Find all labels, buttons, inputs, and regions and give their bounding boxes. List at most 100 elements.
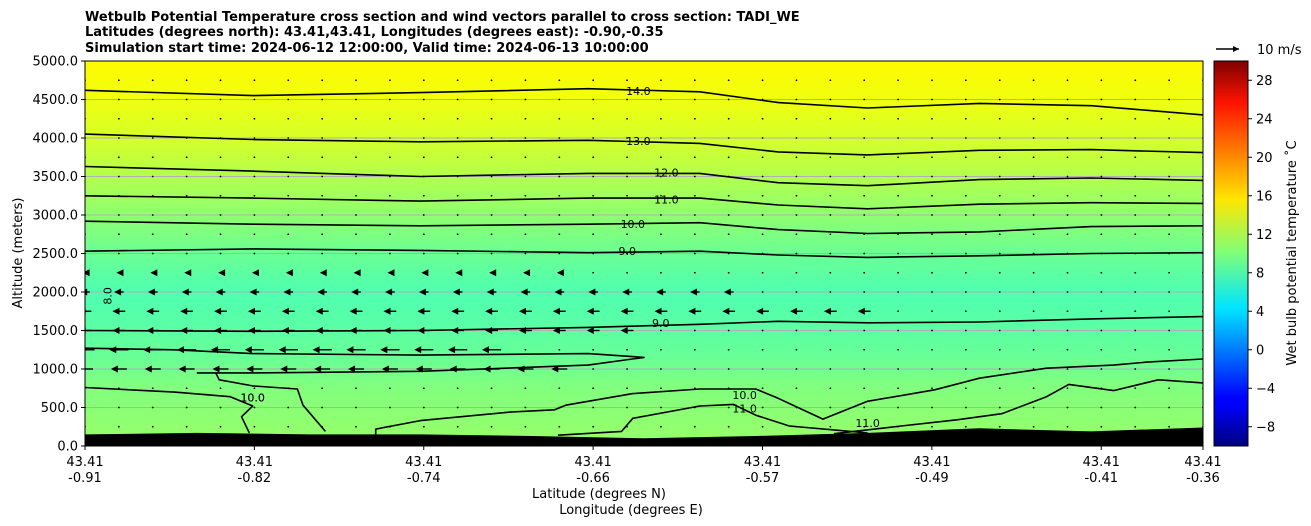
wind-dot — [321, 98, 324, 101]
wind-dot — [185, 175, 188, 178]
wind-dot — [287, 98, 290, 101]
wind-dot — [829, 271, 832, 274]
wind-dot — [355, 252, 357, 255]
wind-dot — [592, 98, 595, 101]
wind-dot — [1134, 194, 1137, 197]
contour-label: 13.0 — [626, 135, 651, 148]
wind-dot — [592, 117, 595, 120]
wind-dot — [1032, 291, 1035, 293]
wind-dot — [185, 425, 188, 428]
wind-dot — [253, 252, 256, 255]
wind-dot — [829, 348, 832, 351]
wind-dot — [863, 156, 866, 159]
wind-dot — [931, 425, 933, 428]
wind-dot — [456, 425, 459, 428]
wind-dot — [1066, 137, 1069, 139]
wind-arrow-head — [523, 269, 531, 277]
wind-dot — [626, 175, 628, 178]
wind-dot — [795, 137, 798, 139]
wind-dot — [795, 368, 798, 370]
x-tick-label-lat: 43.41 — [236, 455, 273, 470]
contour-line — [85, 133, 1203, 156]
wind-dot — [626, 387, 628, 390]
wind-dot — [998, 387, 1001, 390]
wind-arrow-head — [244, 346, 252, 354]
wind-arrow-head — [281, 307, 289, 315]
wind-dot — [117, 406, 120, 409]
wind-dot — [1134, 156, 1137, 159]
wind-dot — [321, 156, 324, 159]
wind-arrow-head — [181, 288, 189, 296]
wind-dot — [964, 368, 967, 370]
wind-arrow-head — [112, 307, 120, 315]
wind-arrow-head — [448, 346, 456, 354]
wind-dot — [761, 425, 764, 428]
wind-dot — [253, 156, 256, 159]
wind-dot — [863, 137, 866, 139]
contour-label: 11.0 — [855, 417, 880, 430]
wind-dot — [117, 117, 120, 120]
wind-dot — [727, 117, 730, 120]
wind-dot — [863, 214, 866, 216]
wind-arrow-head — [823, 307, 831, 315]
wind-arrow-head — [215, 288, 223, 296]
wind-dot — [829, 137, 832, 139]
wind-dot — [693, 271, 696, 274]
wind-dot — [1134, 214, 1137, 216]
wind-dot — [287, 137, 290, 139]
wind-dot — [1032, 233, 1035, 236]
wind-dot — [287, 252, 290, 255]
wind-arrow-head — [178, 365, 186, 373]
wind-dot — [219, 194, 222, 197]
wind-dot — [795, 329, 798, 332]
wind-arrow-head — [620, 307, 628, 315]
wind-dot — [1100, 310, 1103, 313]
contour-line — [85, 315, 1203, 333]
wind-dot — [1100, 329, 1103, 332]
wind-dot — [185, 252, 188, 255]
wind-dot — [219, 175, 222, 178]
wind-dot — [422, 387, 425, 390]
wind-dot — [998, 156, 1001, 159]
wind-dot — [558, 156, 561, 159]
wind-dot — [185, 406, 188, 409]
wind-arrow-head — [417, 307, 425, 315]
quiver-key-arrowhead — [1233, 46, 1239, 52]
wind-dot — [1134, 329, 1137, 332]
wind-dot — [829, 194, 832, 197]
wind-dot — [321, 252, 324, 255]
x-tick-label-lon: -0.74 — [407, 471, 441, 486]
wind-dot — [829, 425, 832, 428]
wind-dot — [863, 387, 866, 390]
wind-dot — [693, 425, 696, 428]
wind-dot — [389, 156, 391, 159]
wind-dot — [490, 214, 493, 216]
wind-dot — [1100, 271, 1103, 274]
x-axis-label-2: Longitude (degrees E) — [559, 503, 703, 518]
wind-dot — [998, 233, 1001, 236]
y-tick-label: 0.0 — [57, 440, 78, 455]
wind-dot — [727, 368, 730, 370]
wind-dot — [998, 194, 1001, 197]
wind-arrow-head — [381, 365, 389, 373]
wind-dot — [524, 425, 527, 428]
chart-title-line-1: Wetbulb Potential Temperature cross sect… — [85, 10, 800, 25]
wind-arrow-head — [588, 288, 596, 296]
colorbar-tick-label: −4 — [1256, 382, 1275, 397]
wind-dot — [660, 156, 662, 159]
wind-dot — [524, 137, 527, 139]
y-tick-label: 3500.0 — [33, 170, 79, 185]
wind-dot — [1134, 368, 1137, 370]
wind-dot — [1168, 98, 1171, 101]
wind-arrow-head — [857, 307, 865, 315]
contour-label: 14.0 — [626, 85, 651, 98]
wind-dot — [693, 156, 696, 159]
wind-dot — [253, 387, 256, 390]
wind-dot — [761, 79, 764, 82]
wind-dot — [761, 271, 764, 274]
wind-dot — [897, 117, 899, 120]
wind-dot — [931, 348, 933, 351]
wind-dot — [1168, 348, 1171, 351]
wind-dot — [1032, 406, 1035, 409]
wind-dot — [1100, 175, 1103, 178]
